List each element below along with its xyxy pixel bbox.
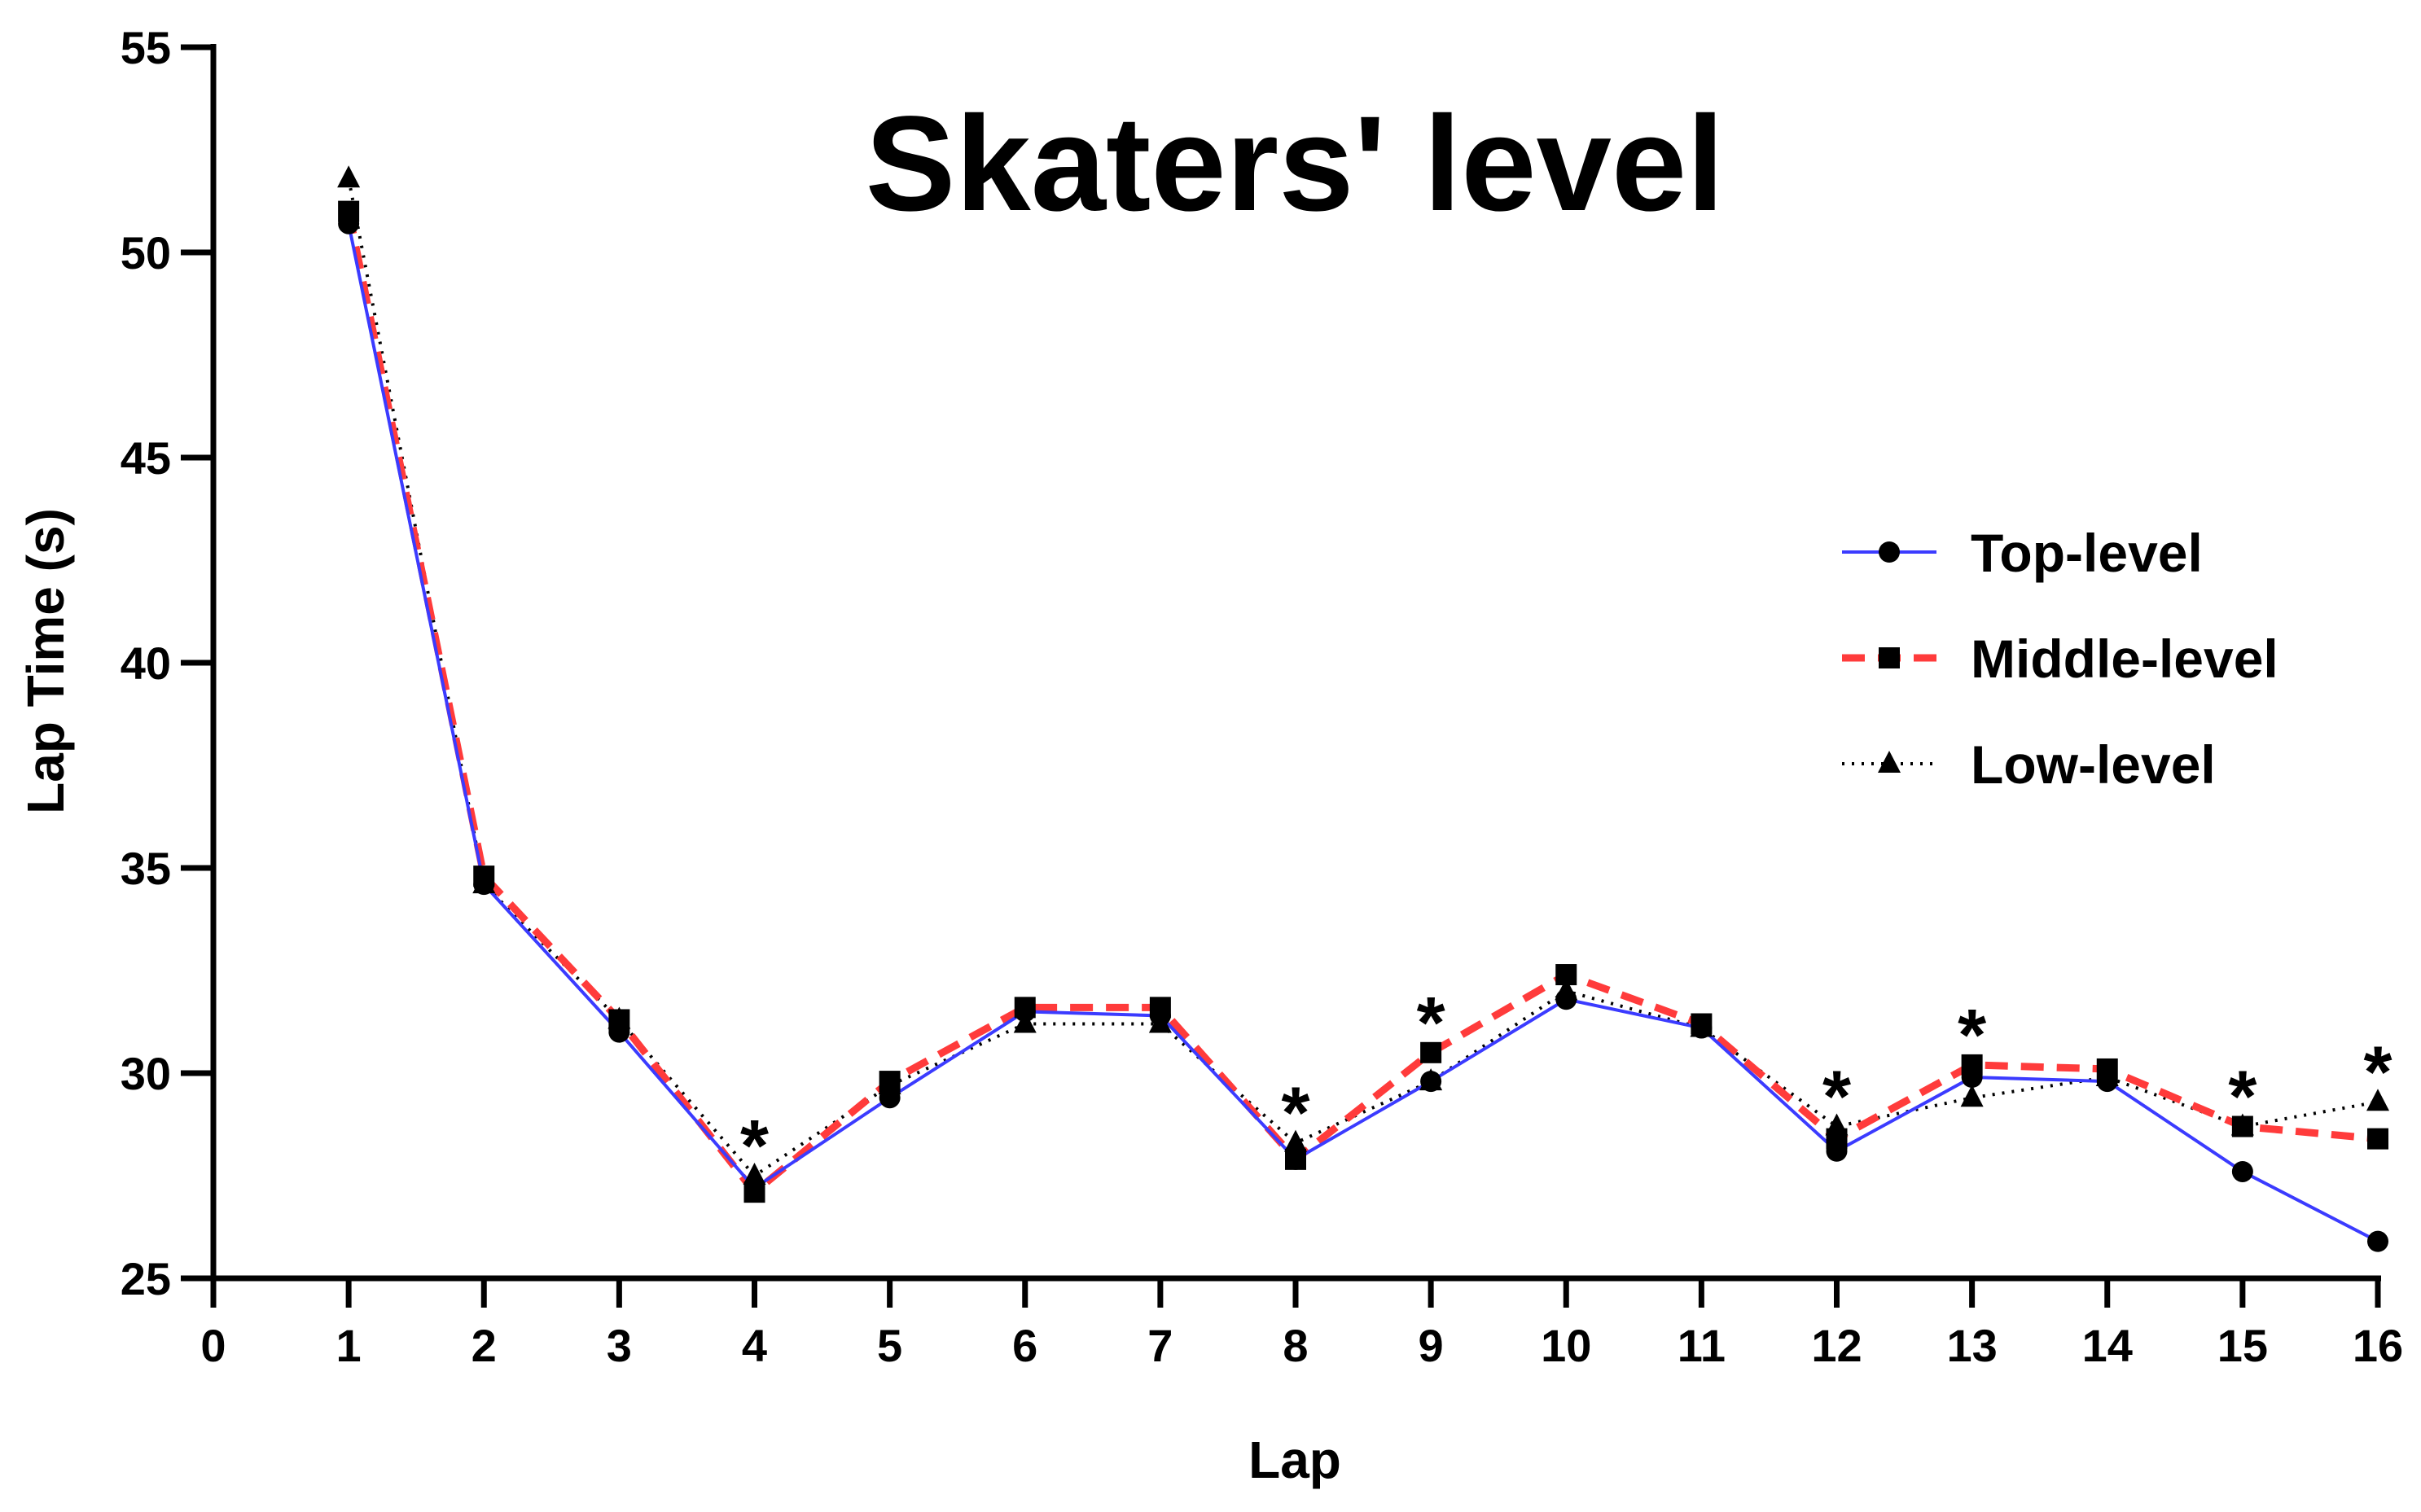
x-tick-label: 16	[2353, 1320, 2403, 1371]
legend-label: Middle-level	[1971, 629, 2278, 689]
y-tick-label: 30	[121, 1048, 171, 1099]
legend-marker	[1879, 541, 1900, 563]
x-tick-label: 12	[1811, 1320, 1862, 1371]
data-point-top-level	[879, 1087, 901, 1109]
y-tick-label: 45	[121, 432, 171, 484]
data-point-middle-level	[1555, 964, 1577, 986]
significance-marker: *	[2363, 1032, 2392, 1113]
x-axis-title: Lap	[1248, 1431, 1341, 1489]
x-tick-label: 2	[471, 1320, 497, 1371]
data-point-top-level	[2096, 1071, 2118, 1093]
significance-marker: *	[1417, 983, 1445, 1064]
x-tick-label: 14	[2082, 1320, 2133, 1371]
legend-marker	[1879, 647, 1900, 668]
data-point-top-level	[1826, 1140, 1848, 1162]
significance-marker: *	[1958, 995, 1986, 1076]
data-point-top-level	[1420, 1071, 1442, 1093]
x-tick-label: 10	[1541, 1320, 1591, 1371]
data-point-top-level	[473, 874, 495, 896]
x-tick-label: 13	[1946, 1320, 1997, 1371]
x-tick-label: 15	[2217, 1320, 2268, 1371]
chart-title: Skaters' level	[866, 89, 1725, 239]
x-tick-label: 9	[1419, 1320, 1444, 1371]
data-point-top-level	[743, 1177, 765, 1199]
data-point-low-level	[1960, 1085, 1984, 1107]
significance-marker: *	[740, 1106, 769, 1187]
data-point-top-level	[608, 1021, 630, 1043]
x-tick-label: 8	[1283, 1320, 1308, 1371]
significance-marker: *	[1822, 1057, 1851, 1138]
legend-marker	[1878, 751, 1901, 773]
data-point-low-level	[1284, 1129, 1307, 1152]
x-tick-label: 3	[607, 1320, 632, 1371]
series-line-top-level	[347, 223, 2379, 1243]
significance-marker: *	[2228, 1057, 2257, 1138]
x-tick-label: 7	[1147, 1320, 1173, 1371]
data-point-top-level	[1285, 1148, 1306, 1170]
data-point-top-level	[2231, 1160, 2253, 1182]
data-point-top-level	[1149, 1005, 1171, 1027]
data-point-top-level	[1555, 988, 1577, 1010]
series-layer	[337, 165, 2389, 1252]
significance-marker: *	[1281, 1073, 1309, 1155]
x-tick-label: 0	[200, 1320, 226, 1371]
data-point-top-level	[1691, 1017, 1713, 1039]
data-point-top-level	[1961, 1067, 1983, 1089]
x-tick-label: 1	[336, 1320, 362, 1371]
data-point-middle-level	[2367, 1128, 2388, 1150]
data-point-top-level	[338, 213, 360, 234]
x-tick-label: 5	[877, 1320, 902, 1371]
data-point-middle-level	[1420, 1041, 1442, 1063]
series-line-middle-level	[344, 210, 2379, 1196]
legend: Top-level Middle-level Low-level	[1842, 523, 2278, 795]
data-point-top-level	[2367, 1230, 2388, 1252]
x-tick-label: 11	[1678, 1320, 1726, 1371]
y-tick-label: 50	[121, 227, 171, 278]
series-line-low-level	[347, 177, 2379, 1177]
x-tick-label: 6	[1012, 1320, 1037, 1371]
y-tick-label: 40	[121, 638, 171, 689]
y-tick-label: 25	[121, 1253, 171, 1304]
data-point-low-level	[337, 165, 361, 188]
y-tick-label: 55	[121, 22, 171, 73]
annotations-layer: * * * * * * *	[740, 983, 2392, 1187]
legend-label: Low-level	[1971, 734, 2216, 795]
legend-label: Top-level	[1971, 523, 2203, 583]
y-axis-title: Lap Time (s)	[16, 508, 75, 814]
x-tick-label: 4	[742, 1320, 767, 1371]
data-point-middle-level	[2231, 1115, 2253, 1137]
data-point-top-level	[1014, 1001, 1036, 1023]
y-tick-label: 35	[121, 843, 171, 894]
data-point-low-level	[2366, 1089, 2389, 1111]
